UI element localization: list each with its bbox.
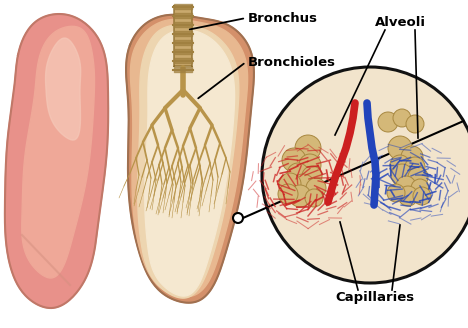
Circle shape	[302, 166, 322, 186]
Polygon shape	[45, 38, 80, 140]
Circle shape	[390, 155, 410, 175]
Circle shape	[279, 173, 301, 195]
Circle shape	[287, 163, 309, 185]
Circle shape	[401, 146, 423, 168]
Polygon shape	[5, 14, 108, 308]
FancyBboxPatch shape	[174, 5, 192, 67]
Circle shape	[278, 184, 298, 204]
Circle shape	[388, 136, 412, 160]
Polygon shape	[145, 30, 234, 296]
Text: Alveoli: Alveoli	[374, 15, 425, 29]
Circle shape	[387, 184, 405, 202]
Circle shape	[391, 164, 413, 186]
Circle shape	[411, 179, 429, 197]
Polygon shape	[131, 19, 248, 297]
Circle shape	[295, 135, 321, 161]
Circle shape	[233, 213, 243, 223]
Text: Capillaries: Capillaries	[336, 292, 415, 304]
Circle shape	[289, 185, 311, 207]
Circle shape	[413, 187, 431, 205]
Circle shape	[282, 148, 306, 172]
Polygon shape	[22, 26, 95, 278]
Polygon shape	[126, 15, 254, 303]
Text: Bronchioles: Bronchioles	[248, 55, 336, 69]
Circle shape	[398, 186, 418, 206]
Circle shape	[393, 109, 411, 127]
Circle shape	[306, 178, 326, 198]
Circle shape	[405, 157, 425, 177]
Circle shape	[378, 112, 398, 132]
Circle shape	[396, 176, 416, 196]
Circle shape	[406, 115, 424, 133]
Polygon shape	[138, 25, 239, 298]
Text: Bronchus: Bronchus	[248, 11, 318, 25]
Circle shape	[262, 67, 468, 283]
Circle shape	[291, 174, 315, 198]
Circle shape	[408, 167, 428, 187]
Circle shape	[299, 154, 321, 176]
Circle shape	[305, 189, 323, 207]
